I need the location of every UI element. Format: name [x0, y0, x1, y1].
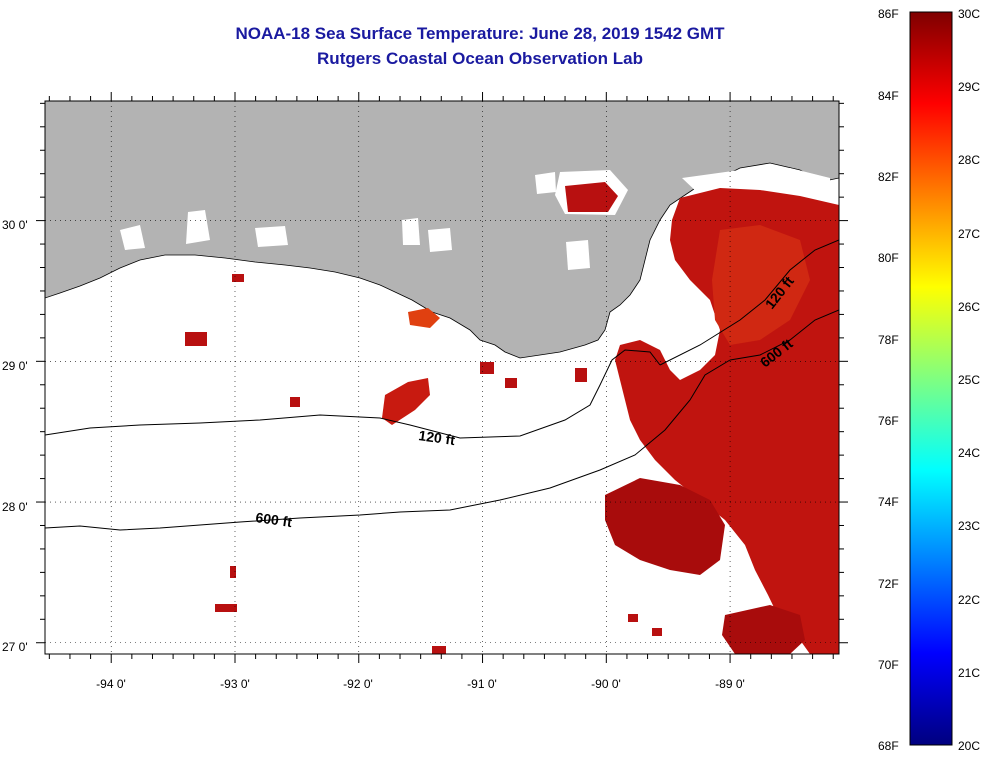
frame-ticks — [36, 92, 848, 663]
sst-region — [722, 605, 805, 654]
colorbar-c-label: 22C — [958, 593, 980, 607]
contour-600ft — [729, 309, 839, 361]
sst-pixel — [505, 378, 517, 388]
colorbar-f-label: 86F — [878, 7, 899, 21]
colorbar-f-label: 70F — [878, 658, 899, 672]
colorbar-c-label: 28C — [958, 153, 980, 167]
contour-120ft — [659, 239, 839, 366]
colorbar-f-label: 82F — [878, 170, 899, 184]
lon-label: -91 0' — [467, 677, 497, 691]
colorbar-f-label: 84F — [878, 89, 899, 103]
sst-pixel — [185, 332, 207, 346]
lat-label: 28 0' — [2, 500, 28, 514]
no-data-patch — [428, 228, 452, 252]
colorbar-c-label: 25C — [958, 373, 980, 387]
colorbar-f-label: 68F — [878, 739, 899, 753]
colorbar-f-label: 74F — [878, 495, 899, 509]
colorbar — [909, 11, 953, 746]
lon-label: -90 0' — [591, 677, 621, 691]
sst-pixel — [232, 274, 244, 282]
sst-pixel — [628, 614, 638, 622]
colorbar-f-label: 72F — [878, 577, 899, 591]
colorbar-f-label: 76F — [878, 414, 899, 428]
sst-region — [382, 378, 430, 425]
lat-label: 27 0' — [2, 640, 28, 654]
colorbar-c-label: 26C — [958, 300, 980, 314]
lon-label: -89 0' — [715, 677, 745, 691]
longitude-labels: -94 0' -93 0' -92 0' -91 0' -90 0' -89 0… — [96, 677, 745, 691]
no-data-patch — [120, 225, 145, 250]
no-data-patch — [255, 226, 288, 247]
no-data-patch — [186, 210, 210, 244]
contour-label: 120 ft — [418, 427, 457, 448]
lat-label: 30 0' — [2, 218, 28, 232]
contour-600ft — [45, 359, 731, 531]
colorbar-f-label: 80F — [878, 251, 899, 265]
lat-label: 29 0' — [2, 359, 28, 373]
colorbar-c-label: 24C — [958, 446, 980, 460]
sst-pixel — [230, 566, 236, 578]
colorbar-c-label: 20C — [958, 739, 980, 753]
latitude-labels: 30 0' 29 0' 28 0' 27 0' — [2, 218, 28, 654]
sst-pixel — [652, 628, 662, 636]
map-frame — [44, 100, 840, 655]
no-data-patch — [535, 172, 556, 194]
sst-region — [565, 182, 618, 212]
colorbar-celsius-labels: 30C 29C 28C 27C 26C 25C 24C 23C 22C 21C … — [958, 7, 980, 753]
colorbar-c-label: 27C — [958, 227, 980, 241]
sst-pixel — [432, 646, 446, 654]
colorbar-c-label: 30C — [958, 7, 980, 21]
colorbar-fahrenheit-labels: 86F 84F 82F 80F 78F 76F 74F 72F 70F 68F — [878, 7, 899, 753]
graticule — [45, 101, 839, 654]
contour-label: 600 ft — [255, 509, 294, 530]
sst-region — [408, 308, 440, 328]
colorbar-c-label: 29C — [958, 80, 980, 94]
map-subtitle: Rutgers Coastal Ocean Observation Lab — [317, 49, 643, 68]
no-data-patch — [402, 218, 420, 245]
colorbar-c-label: 21C — [958, 666, 980, 680]
sst-pixel — [480, 362, 494, 374]
colorbar-f-label: 78F — [878, 333, 899, 347]
lon-label: -93 0' — [220, 677, 250, 691]
no-data-patch — [566, 240, 590, 270]
sst-pixel — [575, 368, 587, 382]
sst-pixel — [215, 604, 237, 612]
lon-label: -92 0' — [343, 677, 373, 691]
sst-pixel — [290, 397, 300, 407]
map-title: NOAA-18 Sea Surface Temperature: June 28… — [235, 24, 725, 43]
contour-120ft — [45, 349, 661, 439]
colorbar-c-label: 23C — [958, 519, 980, 533]
sst-region — [712, 225, 810, 345]
lon-label: -94 0' — [96, 677, 126, 691]
